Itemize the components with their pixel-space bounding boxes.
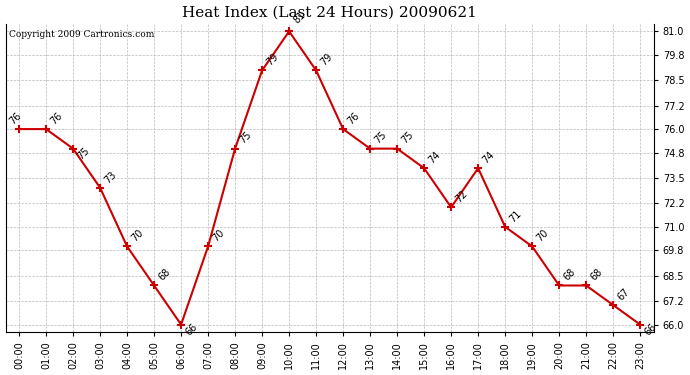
Text: 73: 73 [103,169,119,185]
Text: 70: 70 [211,228,227,244]
Text: 75: 75 [76,145,92,161]
Text: 75: 75 [238,130,254,146]
Text: 74: 74 [427,150,443,165]
Text: 81: 81 [292,10,308,26]
Text: 68: 68 [589,267,604,283]
Title: Heat Index (Last 24 Hours) 20090621: Heat Index (Last 24 Hours) 20090621 [182,6,477,20]
Text: 72: 72 [454,189,470,204]
Text: 70: 70 [535,228,551,244]
Text: 71: 71 [508,208,524,224]
Text: 67: 67 [616,286,632,302]
Text: 70: 70 [130,228,146,244]
Text: 76: 76 [346,111,362,126]
Text: 68: 68 [157,267,172,283]
Text: 68: 68 [562,267,578,283]
Text: 74: 74 [481,150,497,165]
Text: 66: 66 [643,321,659,337]
Text: Copyright 2009 Cartronics.com: Copyright 2009 Cartronics.com [9,30,154,39]
Text: 66: 66 [184,321,199,337]
Text: 75: 75 [400,130,416,146]
Text: 79: 79 [265,52,281,68]
Text: 75: 75 [373,130,388,146]
Text: 76: 76 [49,111,65,126]
Text: 76: 76 [8,111,23,126]
Text: 79: 79 [319,52,335,68]
